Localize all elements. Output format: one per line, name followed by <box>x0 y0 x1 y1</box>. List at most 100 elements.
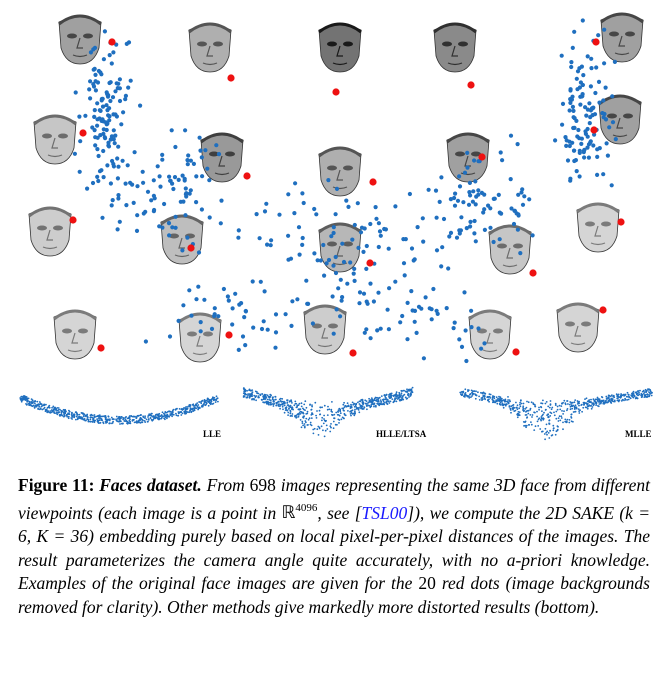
comparison-point <box>329 425 332 428</box>
comparison-point <box>75 415 78 418</box>
embedding-point <box>188 188 193 193</box>
comparison-point <box>93 416 96 419</box>
embedding-point <box>457 231 462 236</box>
embedding-point <box>563 135 568 140</box>
comparison-point <box>279 403 282 406</box>
comparison-point <box>607 394 610 397</box>
comparison-point <box>401 398 404 401</box>
comparison-point <box>311 404 313 406</box>
comparison-point <box>607 397 609 399</box>
comparison-point <box>188 411 191 414</box>
comparison-point <box>268 399 271 401</box>
comparison-point <box>573 401 576 404</box>
comparison-point <box>405 398 408 400</box>
comparison-point <box>30 401 33 404</box>
comparison-point <box>634 391 637 394</box>
comparison-point <box>497 399 500 402</box>
embedding-point <box>265 327 270 332</box>
embedding-point <box>476 326 481 331</box>
embedding-point <box>116 144 121 149</box>
comparison-point <box>648 394 651 396</box>
embedding-point <box>374 216 379 221</box>
comparison-point <box>279 405 281 408</box>
comparison-point <box>486 395 489 398</box>
comparison-point <box>473 390 476 392</box>
embedding-point <box>273 312 279 317</box>
comparison-point <box>186 407 189 410</box>
comparison-point <box>613 396 616 399</box>
comparison-point <box>537 425 540 427</box>
comparison-point <box>586 402 589 405</box>
embedding-point <box>162 201 167 207</box>
comparison-point <box>183 410 186 413</box>
embedding-point <box>383 227 388 232</box>
embedding-point <box>435 311 440 316</box>
embedding-point <box>125 163 130 168</box>
comparison-point <box>407 392 410 395</box>
embedding-point <box>448 197 453 202</box>
embedding-point <box>376 244 381 250</box>
comparison-point <box>486 399 489 401</box>
comparison-point <box>376 400 379 403</box>
embedding-point <box>98 70 103 75</box>
comparison-point <box>547 432 550 434</box>
comparison-point <box>51 406 53 409</box>
comparison-point <box>60 413 63 416</box>
comparison-point <box>540 416 543 418</box>
comparison-point <box>351 401 354 404</box>
comparison-point <box>157 415 160 418</box>
comparison-point <box>468 396 470 398</box>
comparison-point <box>73 413 76 416</box>
embedding-point <box>466 202 472 207</box>
comparison-point <box>43 403 46 406</box>
comparison-point <box>107 415 110 418</box>
embedding-point <box>361 249 366 254</box>
embedding-point <box>401 261 407 266</box>
embedding-point <box>261 319 266 324</box>
embedding-point <box>306 301 311 306</box>
comparison-point <box>289 406 292 409</box>
comparison-point <box>115 415 118 418</box>
highlighted-point <box>590 126 598 134</box>
comparison-point <box>26 400 29 403</box>
embedding-point <box>106 144 112 149</box>
comparison-point <box>386 398 389 401</box>
comparison-point <box>251 393 254 396</box>
embedding-point <box>571 115 576 120</box>
comparison-point <box>395 394 398 396</box>
embedding-point <box>301 200 306 206</box>
embedding-point <box>101 127 106 132</box>
comparison-point <box>142 415 145 418</box>
comparison-point <box>202 403 205 406</box>
comparison-point <box>525 410 528 413</box>
comparison-point <box>315 417 318 419</box>
comparison-point <box>591 402 594 404</box>
comparison-point <box>357 409 360 411</box>
comparison-point <box>388 402 391 404</box>
face-thumbnail <box>446 132 490 183</box>
embedding-point <box>240 334 246 339</box>
comparison-point <box>250 389 252 392</box>
comparison-point <box>242 392 245 395</box>
embedding-point <box>198 148 203 153</box>
embedding-point <box>185 162 190 167</box>
embedding-point <box>216 152 222 157</box>
comparison-point <box>643 392 645 395</box>
comparison-point <box>104 416 107 419</box>
embedding-point <box>607 125 612 130</box>
embedding-point <box>189 313 194 318</box>
comparison-point <box>164 411 167 413</box>
embedding-point <box>400 313 405 319</box>
comparison-point <box>254 390 257 393</box>
embedding-point <box>385 307 390 312</box>
embedding-point <box>95 80 101 85</box>
embedding-point <box>131 200 136 205</box>
comparison-point <box>288 407 290 410</box>
embedding-point <box>338 277 343 282</box>
highlighted-point <box>332 88 340 96</box>
comparison-point <box>108 419 111 422</box>
embedding-point <box>593 90 598 96</box>
comparison-point <box>358 403 361 405</box>
citation-link[interactable]: TSL00 <box>361 502 408 523</box>
embedding-point <box>331 263 336 268</box>
